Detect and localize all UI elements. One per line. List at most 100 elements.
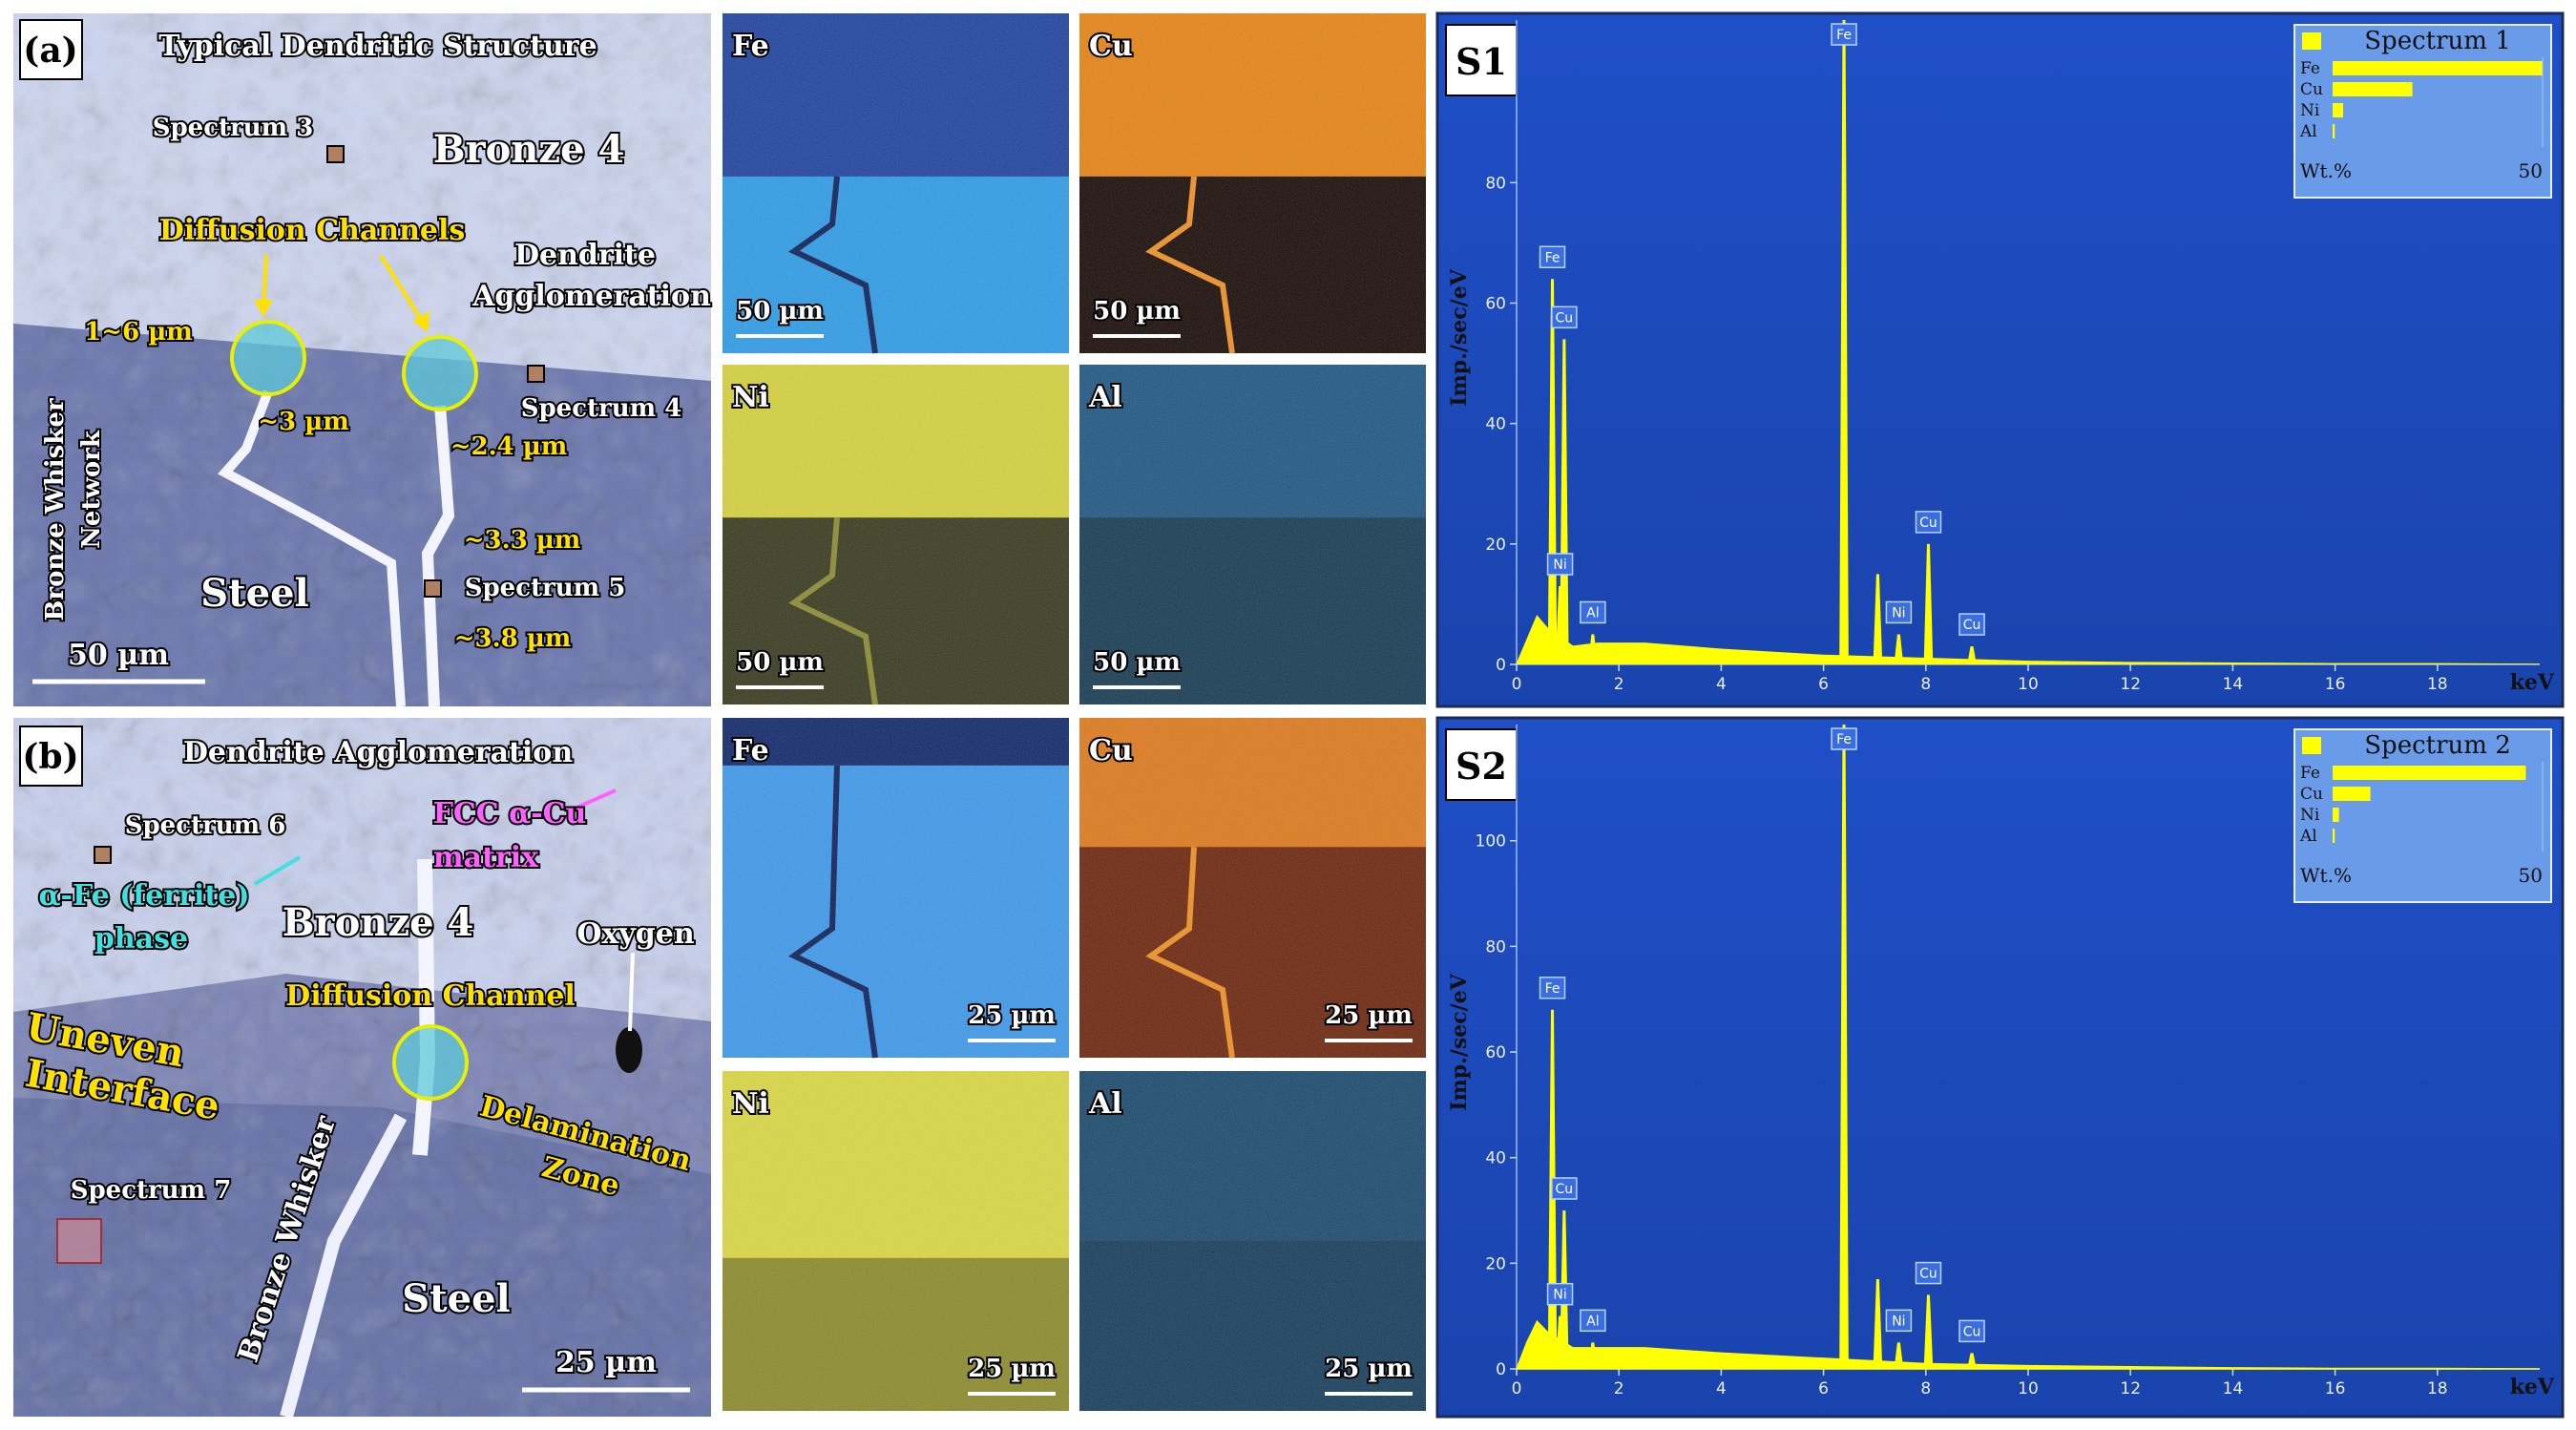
x-tick-label: 18 bbox=[2427, 675, 2448, 694]
annotation: Spectrum 3 bbox=[153, 114, 314, 142]
annotation: 1~6 µm bbox=[84, 318, 193, 347]
x-tick-label: 18 bbox=[2427, 1379, 2448, 1398]
spectrum-site bbox=[326, 145, 345, 163]
inset-bar bbox=[2333, 124, 2335, 138]
annotation: Spectrum 4 bbox=[521, 394, 682, 423]
x-tick-label: 0 bbox=[1512, 675, 1522, 694]
x-tick-label: 4 bbox=[1716, 1379, 1727, 1398]
peak-label-box bbox=[1885, 600, 1913, 624]
peak bbox=[1560, 339, 1569, 664]
peak bbox=[1873, 574, 1883, 664]
inset-legend-swatch bbox=[2302, 32, 2321, 50]
annotation: Dendrite bbox=[514, 239, 656, 272]
arrow bbox=[628, 952, 635, 1032]
map-element-label: Fe bbox=[732, 734, 769, 768]
inset-title: Spectrum 2 bbox=[2364, 731, 2511, 760]
arrow-head bbox=[254, 300, 273, 317]
map-element-label: Al bbox=[1088, 381, 1122, 414]
map-grain bbox=[723, 365, 1069, 704]
spectrum-title: S2 bbox=[1456, 745, 1507, 788]
annotation: Spectrum 6 bbox=[125, 811, 286, 840]
element-map: Fe 25 µm bbox=[723, 718, 1069, 1059]
spectrum-site bbox=[527, 365, 545, 383]
peak bbox=[1894, 1342, 1904, 1369]
y-tick-label: 80 bbox=[1485, 937, 1506, 957]
scale-bar-label: 50 µm bbox=[736, 648, 824, 677]
map-grain bbox=[723, 718, 1069, 1058]
channel bbox=[218, 389, 406, 706]
annotation: ~2.4 µm bbox=[450, 432, 568, 461]
arrow bbox=[574, 789, 617, 810]
y-tick-label: 0 bbox=[1496, 656, 1506, 675]
peak-label-box bbox=[1958, 1319, 1985, 1343]
peak-label: Ni bbox=[1553, 1288, 1566, 1303]
continuum bbox=[1517, 615, 2541, 664]
peak-label-box bbox=[1546, 1282, 1574, 1306]
continuum bbox=[1517, 1319, 2541, 1370]
y-tick-label: 100 bbox=[1476, 832, 1506, 852]
peak bbox=[1894, 634, 1904, 664]
channel-marker bbox=[402, 335, 478, 411]
y-tick-label: 60 bbox=[1485, 1043, 1506, 1062]
annotation: Steel bbox=[402, 1276, 510, 1321]
x-tick-label: 16 bbox=[2325, 1379, 2346, 1398]
x-tick-label: 8 bbox=[1920, 675, 1931, 694]
peak-label-box bbox=[1580, 600, 1606, 624]
inset-axis-label: Wt.% bbox=[2300, 864, 2352, 887]
inset-bar bbox=[2333, 61, 2543, 75]
y-axis-label: Imp./sec/eV bbox=[1447, 268, 1472, 406]
x-tick-label: 16 bbox=[2325, 675, 2346, 694]
peak-label: Al bbox=[1586, 605, 1599, 620]
arrow-head bbox=[412, 311, 429, 332]
inset-tick-label: 50 bbox=[2519, 159, 2543, 182]
spectrum-title: S1 bbox=[1456, 40, 1507, 83]
map-grain bbox=[1079, 718, 1426, 1058]
annotation: Diffusion Channel bbox=[285, 979, 576, 1013]
inset-bar bbox=[2333, 103, 2343, 117]
panel-label: (a) bbox=[23, 31, 77, 71]
inset-category: Fe bbox=[2300, 59, 2320, 78]
x-tick-label: 12 bbox=[2120, 1379, 2141, 1398]
annotation: Spectrum 7 bbox=[71, 1176, 232, 1205]
peak bbox=[1588, 634, 1598, 664]
channel-marker bbox=[230, 320, 306, 396]
oxide-pore bbox=[616, 1027, 642, 1073]
inset-bar bbox=[2333, 829, 2335, 843]
arrow bbox=[379, 254, 424, 323]
element-map: Cu 50 µm bbox=[1079, 13, 1426, 354]
annotation: ~3.3 µm bbox=[464, 526, 581, 555]
title-box bbox=[1445, 24, 1518, 96]
map-grain bbox=[1079, 1071, 1426, 1411]
channel bbox=[421, 405, 455, 706]
y-tick-label: 40 bbox=[1485, 415, 1506, 434]
peak-label-box bbox=[1539, 977, 1566, 999]
peak-label-box bbox=[1831, 23, 1857, 46]
arrow bbox=[262, 254, 268, 306]
annotation: Bronze 4 bbox=[283, 900, 474, 945]
map-element-label: Cu bbox=[1089, 30, 1133, 63]
annotation: Dendrite Agglomeration bbox=[183, 736, 573, 769]
map-element-label: Ni bbox=[732, 1087, 769, 1121]
inset-bar bbox=[2333, 787, 2371, 801]
scale-bar-label: 50 µm bbox=[736, 297, 824, 326]
inset-axis-label: Wt.% bbox=[2300, 159, 2352, 182]
element-map: Ni 50 µm bbox=[723, 365, 1069, 705]
texture bbox=[13, 13, 711, 706]
annotation: ~3 µm bbox=[258, 408, 348, 436]
y-tick-label: 80 bbox=[1485, 174, 1506, 193]
element-map: Al 25 µm bbox=[1079, 1071, 1426, 1411]
peak-label-box bbox=[1539, 245, 1566, 269]
annotation: Bronze 4 bbox=[433, 127, 625, 172]
peak bbox=[1923, 1294, 1934, 1369]
peak-label: Fe bbox=[1545, 981, 1560, 997]
x-tick-label: 2 bbox=[1614, 675, 1624, 694]
annotation: Steel bbox=[200, 571, 308, 616]
map-grain bbox=[723, 1071, 1069, 1411]
scale-bar-label: 50 µm bbox=[1093, 297, 1181, 326]
peak bbox=[1839, 20, 1849, 664]
texture bbox=[13, 718, 711, 1417]
annotation: Oxygen bbox=[576, 917, 695, 951]
scale-bar-label: 50 µm bbox=[1093, 648, 1181, 677]
peak-label: Cu bbox=[1919, 1267, 1937, 1282]
y-tick-label: 60 bbox=[1485, 294, 1506, 313]
